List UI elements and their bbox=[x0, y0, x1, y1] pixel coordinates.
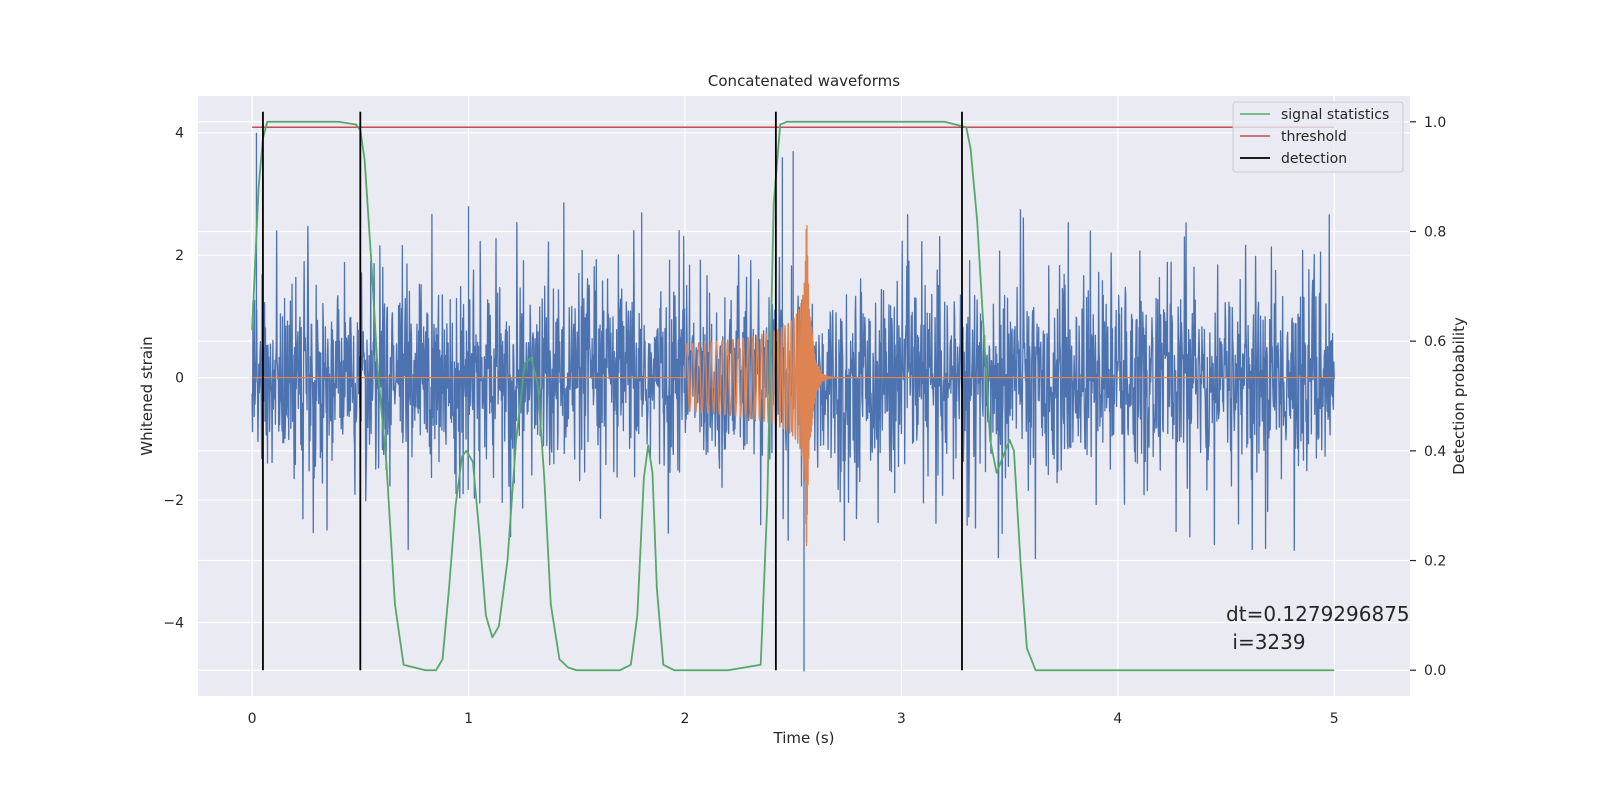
chart-title: Concatenated waveforms bbox=[708, 72, 900, 90]
y-tick-label: 0 bbox=[175, 371, 184, 387]
x-axis-label: Time (s) bbox=[773, 729, 835, 747]
x-tick-label: 5 bbox=[1330, 711, 1339, 727]
legend-label-threshold: threshold bbox=[1281, 129, 1347, 145]
legend-frame bbox=[1232, 101, 1404, 173]
x-tick-label: 3 bbox=[897, 711, 906, 727]
y-tick-label: −2 bbox=[163, 493, 184, 509]
y-tick-label: −4 bbox=[163, 616, 184, 632]
x-axis-ticks: 0 1 2 3 4 5 bbox=[248, 711, 1339, 727]
series-signal-statistics-line bbox=[251, 120, 1335, 672]
series-waveform-line bbox=[252, 224, 1335, 547]
y2-tick-label: 0.2 bbox=[1424, 554, 1446, 570]
legend: signal statistics threshold detection bbox=[1232, 101, 1404, 173]
legend-label-detection: detection bbox=[1281, 151, 1347, 167]
annotation-dt: dt=0.1279296875 bbox=[1226, 602, 1410, 626]
y2-tick-label: 0.4 bbox=[1424, 444, 1446, 460]
y2-axis-ticks: 0.0 0.2 0.4 0.6 0.8 1.0 bbox=[1410, 115, 1446, 679]
x-tick-label: 1 bbox=[464, 711, 473, 727]
x-tick-label: 2 bbox=[681, 711, 690, 727]
y-axis-label: Whitened strain bbox=[138, 336, 156, 455]
y2-tick-label: 0.8 bbox=[1424, 224, 1446, 240]
y-axis-ticks: −4 −2 0 2 4 bbox=[163, 126, 184, 632]
y-tick-label: 4 bbox=[175, 126, 184, 142]
x-tick-label: 4 bbox=[1113, 711, 1122, 727]
y-tick-label: 2 bbox=[175, 248, 184, 264]
y2-tick-label: 0.6 bbox=[1424, 334, 1446, 350]
annotation-index: i=3239 bbox=[1226, 630, 1306, 654]
y2-tick-label: 0.0 bbox=[1424, 663, 1446, 679]
y2-tick-label: 1.0 bbox=[1424, 115, 1446, 131]
series-layer bbox=[251, 111, 1335, 672]
y2-axis-label: Detection probability bbox=[1450, 317, 1468, 475]
x-tick-label: 0 bbox=[248, 711, 257, 727]
legend-label-signal-statistics: signal statistics bbox=[1281, 107, 1389, 123]
